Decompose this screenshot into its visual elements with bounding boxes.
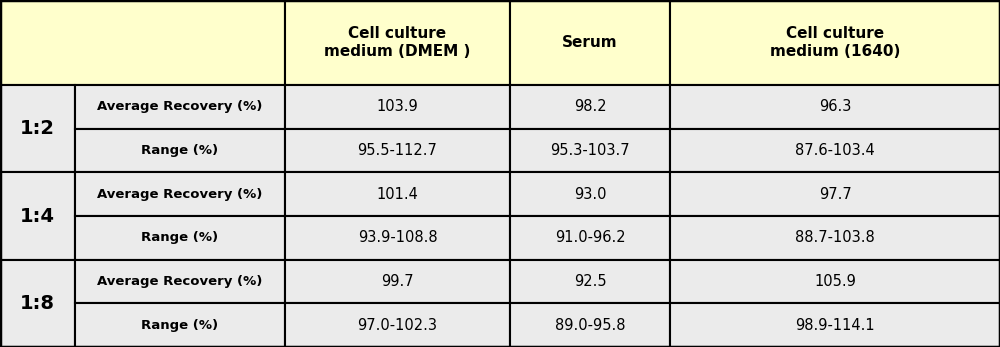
Bar	[510, 0, 670, 85]
Bar	[510, 260, 670, 303]
Text: Average Recovery (%): Average Recovery (%)	[97, 100, 263, 113]
Bar	[670, 216, 1000, 260]
Bar	[670, 129, 1000, 172]
Bar	[510, 172, 670, 216]
Text: 1:8: 1:8	[20, 294, 55, 313]
Text: 95.3-103.7: 95.3-103.7	[550, 143, 630, 158]
Bar	[0, 85, 75, 172]
Text: 97.0-102.3: 97.0-102.3	[357, 318, 437, 333]
Text: 101.4: 101.4	[377, 187, 418, 202]
Bar	[670, 260, 1000, 303]
Bar	[0, 172, 75, 260]
Text: 97.7: 97.7	[819, 187, 851, 202]
Text: 93.9-108.8: 93.9-108.8	[358, 230, 437, 245]
Bar	[670, 85, 1000, 129]
Text: Cell culture
medium (1640): Cell culture medium (1640)	[770, 26, 900, 59]
Text: 89.0-95.8: 89.0-95.8	[555, 318, 625, 333]
Text: 87.6-103.4: 87.6-103.4	[795, 143, 875, 158]
Text: Range (%): Range (%)	[141, 144, 219, 157]
Bar	[285, 216, 510, 260]
Bar	[285, 260, 510, 303]
Bar	[75, 216, 285, 260]
Bar	[510, 129, 670, 172]
Text: 98.9-114.1: 98.9-114.1	[795, 318, 875, 333]
Bar	[75, 85, 285, 129]
Bar	[510, 216, 670, 260]
Text: Serum: Serum	[562, 35, 618, 50]
Bar	[670, 303, 1000, 347]
Bar	[285, 303, 510, 347]
Text: 92.5: 92.5	[574, 274, 606, 289]
Bar	[510, 85, 670, 129]
Text: 98.2: 98.2	[574, 99, 606, 115]
Text: 91.0-96.2: 91.0-96.2	[555, 230, 625, 245]
Text: 88.7-103.8: 88.7-103.8	[795, 230, 875, 245]
Bar	[285, 129, 510, 172]
Text: Range (%): Range (%)	[141, 319, 219, 332]
Bar	[670, 0, 1000, 85]
Text: 105.9: 105.9	[814, 274, 856, 289]
Text: 96.3: 96.3	[819, 99, 851, 115]
Text: 99.7: 99.7	[381, 274, 414, 289]
Bar	[285, 0, 510, 85]
Text: Range (%): Range (%)	[141, 231, 219, 244]
Bar	[0, 0, 285, 85]
Text: Cell culture
medium (DMEM ): Cell culture medium (DMEM )	[324, 26, 471, 59]
Text: 1:4: 1:4	[20, 206, 55, 226]
Bar	[510, 303, 670, 347]
Bar	[285, 172, 510, 216]
Bar	[0, 260, 75, 347]
Bar	[670, 172, 1000, 216]
Text: 93.0: 93.0	[574, 187, 606, 202]
Bar	[75, 260, 285, 303]
Text: 103.9: 103.9	[377, 99, 418, 115]
Text: Average Recovery (%): Average Recovery (%)	[97, 275, 263, 288]
Bar	[75, 129, 285, 172]
Text: 95.5-112.7: 95.5-112.7	[358, 143, 437, 158]
Bar	[75, 303, 285, 347]
Text: Average Recovery (%): Average Recovery (%)	[97, 188, 263, 201]
Text: 1:2: 1:2	[20, 119, 55, 138]
Bar	[285, 85, 510, 129]
Bar	[75, 172, 285, 216]
